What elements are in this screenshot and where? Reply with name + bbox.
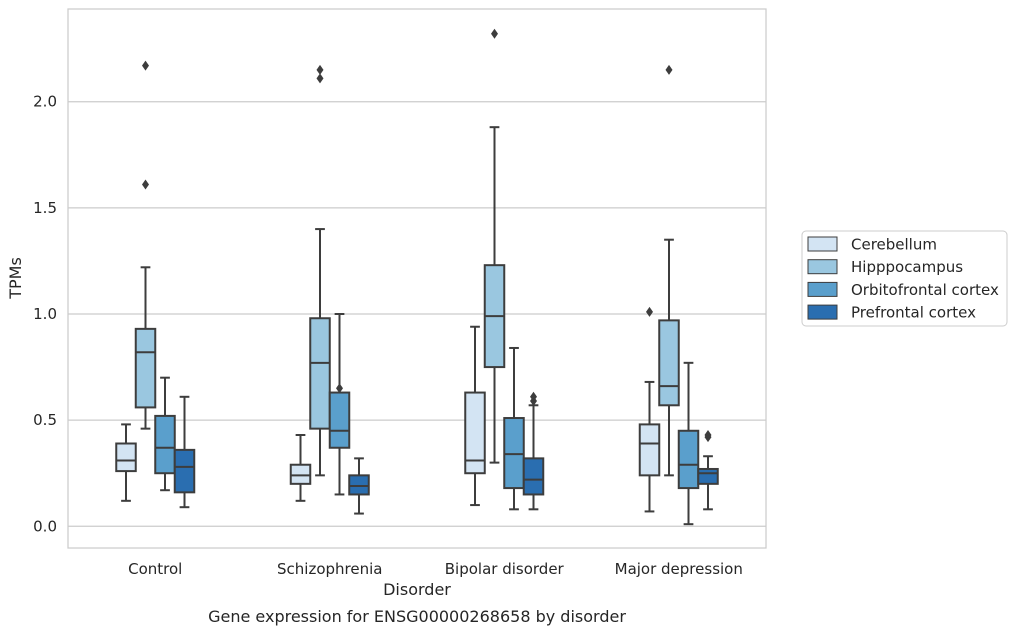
box [173,448,196,494]
legend-label: Cerebellum [851,236,937,254]
box-group [677,361,700,526]
x-axis-title: Disorder [383,580,451,599]
y-tick-label: 1.5 [33,199,57,217]
legend-frame [801,230,1008,327]
box [697,467,719,485]
box-group [522,391,545,511]
box-group [173,395,196,509]
box [154,414,176,475]
outlier-point [142,179,149,190]
box [348,474,370,496]
box [115,442,137,473]
x-tick-label: Control [128,560,182,578]
box-group [115,423,137,502]
box-group [638,306,661,513]
outlier-point [665,64,673,75]
outlier-point [336,383,343,394]
legend: Cerebellum Hipppocampus Orbitofrontal cort… [801,230,1008,327]
box [522,457,545,496]
box [464,391,486,475]
box [503,417,525,490]
x-tick-label: Major depression [615,560,743,578]
legend-swatch [807,236,838,252]
legend-swatch [807,304,838,320]
x-tick-label: Schizophrenia [277,560,382,578]
box-group [289,434,312,502]
outlier-point [316,64,324,75]
outlier-point [316,73,324,84]
x-tick-label: Bipolar disorder [445,560,565,578]
box-group [154,376,176,492]
box [289,463,312,485]
box [677,429,700,490]
y-axis-ticks: 0.0 0.5 1.0 1.5 2.0 [33,93,57,536]
figure-caption: Gene expression for ENSG00000268658 by d… [208,607,626,626]
y-axis-title: TPMs [6,257,25,300]
box-group [483,28,506,464]
y-tick-label: 1.0 [33,305,57,323]
y-tick-label: 0.5 [33,411,57,429]
boxes [115,28,719,526]
outlier-point [142,60,149,71]
outlier-point [491,28,498,39]
legend-label: Orbitofrontal cortex [851,281,999,299]
box-group [697,430,719,511]
legend-swatch [807,259,838,275]
legend-swatch [807,281,838,297]
box-group [328,313,351,496]
box-group [134,60,157,430]
outlier-point [646,306,653,317]
legend-label: Hipppocampus [851,258,963,276]
y-tick-label: 0.0 [33,517,57,535]
box [134,327,157,409]
box [309,317,331,430]
box [328,391,351,449]
box [638,423,661,477]
outlier-point [530,391,537,402]
box [658,319,680,407]
y-tick-label: 2.0 [33,93,57,111]
x-axis-ticks: Control Schizophrenia Bipolar disorder Majo… [128,560,743,578]
outlier-point [704,430,712,441]
box-group [309,64,331,477]
box-group [658,64,680,477]
box-group [503,346,525,511]
legend-label: Prefrontal cortex [851,304,976,322]
box-group [348,457,370,515]
box-group [464,325,486,507]
